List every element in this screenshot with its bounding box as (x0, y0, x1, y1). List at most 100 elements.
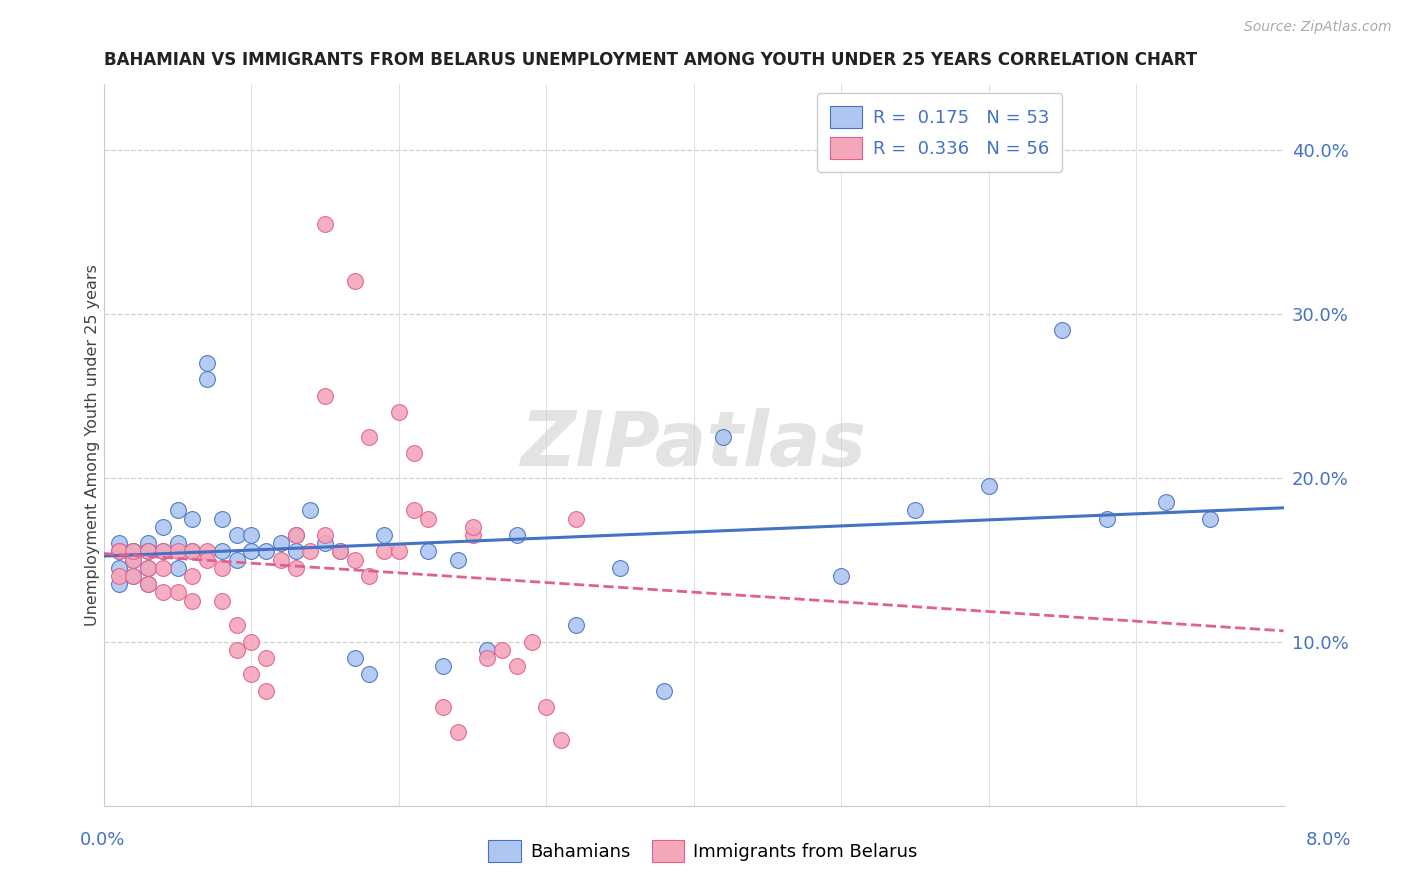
Point (373, 544, 395, 558)
Point (240, 667, 263, 681)
Point (136, 561, 159, 575)
Point (195, 552, 218, 566)
Point (711, 430, 734, 444)
Point (195, 544, 218, 558)
Text: 0.0%: 0.0% (80, 831, 125, 849)
Point (314, 389, 336, 403)
Point (211, 593, 233, 607)
Point (329, 544, 352, 558)
Point (299, 503, 322, 517)
Point (152, 544, 174, 558)
Point (1154, 495, 1177, 509)
Y-axis label: Unemployment Among Youth under 25 years: Unemployment Among Youth under 25 years (86, 264, 100, 626)
Point (254, 683, 277, 698)
Point (225, 552, 247, 566)
Point (211, 511, 233, 525)
Point (461, 520, 484, 534)
Point (1199, 511, 1222, 525)
Point (388, 405, 411, 419)
Point (652, 683, 675, 698)
Point (447, 552, 470, 566)
Point (166, 585, 188, 599)
Point (107, 544, 129, 558)
Point (181, 593, 204, 607)
Point (107, 561, 129, 575)
Point (447, 724, 470, 739)
Point (166, 536, 188, 550)
Point (1095, 511, 1118, 525)
Point (314, 217, 336, 231)
Point (122, 552, 145, 566)
Point (136, 577, 159, 591)
Point (166, 544, 188, 558)
Point (343, 651, 366, 665)
Point (359, 430, 381, 444)
Point (195, 372, 218, 386)
Point (254, 651, 277, 665)
Point (122, 552, 145, 566)
Point (240, 544, 263, 558)
Point (270, 536, 292, 550)
Point (418, 544, 440, 558)
Point (432, 700, 454, 714)
Point (136, 544, 159, 558)
Point (136, 561, 159, 575)
Point (520, 634, 543, 648)
Point (240, 528, 263, 542)
Point (122, 544, 145, 558)
Point (904, 503, 927, 517)
Point (166, 503, 188, 517)
Point (122, 544, 145, 558)
Point (240, 634, 263, 648)
Point (536, 700, 558, 714)
Point (122, 544, 145, 558)
Point (550, 733, 572, 747)
Point (314, 536, 336, 550)
Point (477, 651, 499, 665)
Point (402, 446, 425, 460)
Point (418, 511, 440, 525)
Point (565, 618, 588, 632)
Point (270, 552, 292, 566)
Point (152, 544, 174, 558)
Point (122, 569, 145, 583)
Point (299, 544, 322, 558)
Point (284, 561, 307, 575)
Point (225, 643, 247, 657)
Point (284, 528, 307, 542)
Point (359, 569, 381, 583)
Point (314, 528, 336, 542)
Point (609, 561, 631, 575)
Point (506, 528, 529, 542)
Point (343, 274, 366, 288)
Legend: R =  0.175   N = 53, R =  0.336   N = 56: R = 0.175 N = 53, R = 0.336 N = 56 (817, 93, 1063, 171)
Text: ZIPatlas: ZIPatlas (520, 408, 866, 482)
Point (136, 577, 159, 591)
Point (830, 569, 852, 583)
Point (152, 561, 174, 575)
Point (461, 528, 484, 542)
Point (329, 544, 352, 558)
Point (373, 528, 395, 542)
Point (491, 643, 513, 657)
Point (107, 577, 129, 591)
Text: BAHAMIAN VS IMMIGRANTS FROM BELARUS UNEMPLOYMENT AMONG YOUTH UNDER 25 YEARS CORR: BAHAMIAN VS IMMIGRANTS FROM BELARUS UNEM… (104, 51, 1197, 69)
Point (977, 479, 1000, 493)
Point (107, 569, 129, 583)
Point (359, 667, 381, 681)
Point (432, 659, 454, 673)
Point (181, 544, 204, 558)
Point (107, 544, 129, 558)
Point (166, 561, 188, 575)
Point (211, 561, 233, 575)
Point (107, 536, 129, 550)
Point (506, 659, 529, 673)
Point (284, 544, 307, 558)
Point (107, 544, 129, 558)
Point (136, 544, 159, 558)
Point (181, 544, 204, 558)
Point (181, 511, 204, 525)
Point (225, 618, 247, 632)
Point (1052, 323, 1074, 337)
Point (152, 585, 174, 599)
